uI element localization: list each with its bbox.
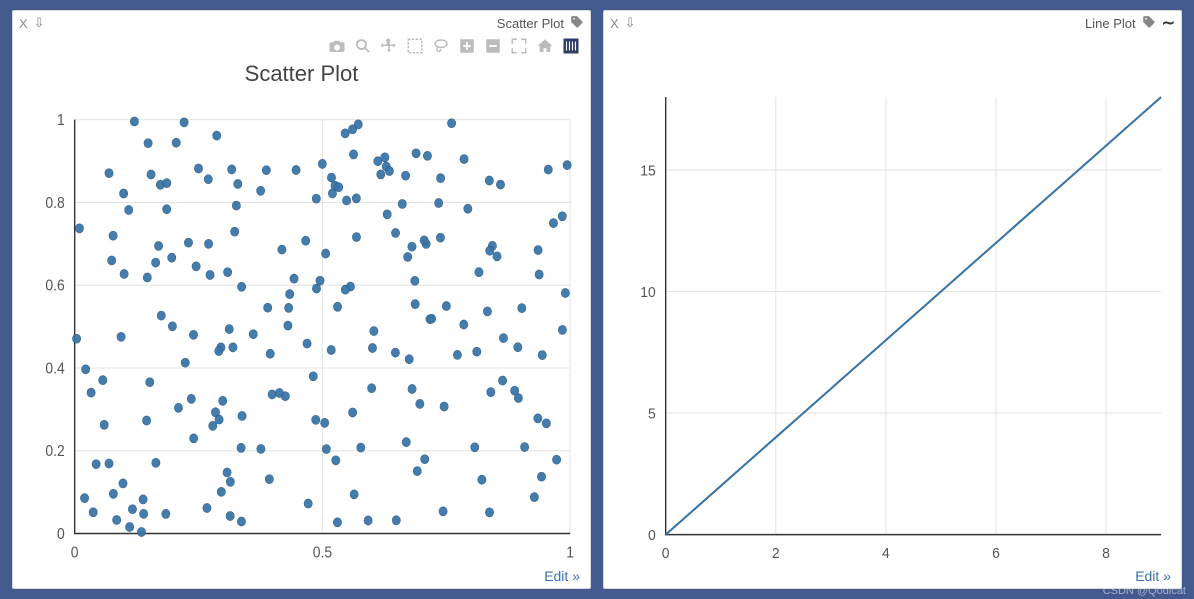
tag-icon xyxy=(570,15,584,32)
zoom-in-icon[interactable] xyxy=(458,37,476,55)
svg-text:0: 0 xyxy=(662,546,670,563)
grid-icon[interactable] xyxy=(562,37,580,55)
svg-text:0.5: 0.5 xyxy=(313,545,332,562)
svg-text:2: 2 xyxy=(772,546,780,563)
svg-text:4: 4 xyxy=(882,546,890,563)
tag-icon xyxy=(1142,15,1156,32)
line-type-glyph: ∼ xyxy=(1162,13,1175,33)
svg-text:0: 0 xyxy=(648,528,656,545)
camera-icon[interactable] xyxy=(328,37,346,55)
edit-link-left[interactable]: Edit » xyxy=(544,568,580,584)
svg-text:15: 15 xyxy=(640,163,655,180)
home-icon[interactable] xyxy=(536,37,554,55)
close-x-right[interactable]: X xyxy=(610,16,619,31)
panel-scatter: X ⇩ Scatter Plot Scatter Plot 00.5100.20… xyxy=(12,10,591,589)
panel-tag-right: Line Plot xyxy=(1085,16,1136,31)
autoscale-icon[interactable] xyxy=(510,37,528,55)
zoom-out-icon[interactable] xyxy=(484,37,502,55)
scatter-plot-area[interactable]: 0 0.5 1 0 0.2 0.4 0.6 0.8 1 xyxy=(13,87,590,588)
box-select-icon[interactable] xyxy=(406,37,424,55)
pin-icon-right[interactable]: ⇩ xyxy=(625,15,636,31)
svg-text:6: 6 xyxy=(992,546,1000,563)
chart-title-left: Scatter Plot xyxy=(13,61,590,87)
zoom-icon[interactable] xyxy=(354,37,372,55)
svg-text:0: 0 xyxy=(57,526,65,543)
panel-line: X ⇩ Line Plot ∼ 0 2 4 6 8 0 5 10 15 Edit » xyxy=(603,10,1182,589)
close-x-left[interactable]: X xyxy=(19,16,28,31)
lasso-icon[interactable] xyxy=(432,37,450,55)
svg-text:0.8: 0.8 xyxy=(45,195,64,212)
svg-text:0: 0 xyxy=(71,545,79,562)
svg-text:5: 5 xyxy=(648,406,656,423)
line-plot-area[interactable]: 0 2 4 6 8 0 5 10 15 xyxy=(604,65,1181,588)
svg-text:0.4: 0.4 xyxy=(45,361,64,378)
panel-header-left: X ⇩ Scatter Plot xyxy=(13,11,590,35)
svg-text:10: 10 xyxy=(640,284,655,301)
pin-icon-left[interactable]: ⇩ xyxy=(34,15,45,31)
pan-icon[interactable] xyxy=(380,37,398,55)
plotly-toolbar xyxy=(328,37,580,55)
panel-header-right: X ⇩ Line Plot ∼ xyxy=(604,11,1181,35)
svg-text:1: 1 xyxy=(57,113,65,130)
panel-tag-left: Scatter Plot xyxy=(497,16,564,31)
edit-link-right[interactable]: Edit » xyxy=(1135,568,1171,584)
svg-text:0.6: 0.6 xyxy=(45,278,64,295)
svg-text:1: 1 xyxy=(566,545,574,562)
svg-text:8: 8 xyxy=(1102,546,1110,563)
svg-text:0.2: 0.2 xyxy=(45,444,64,461)
